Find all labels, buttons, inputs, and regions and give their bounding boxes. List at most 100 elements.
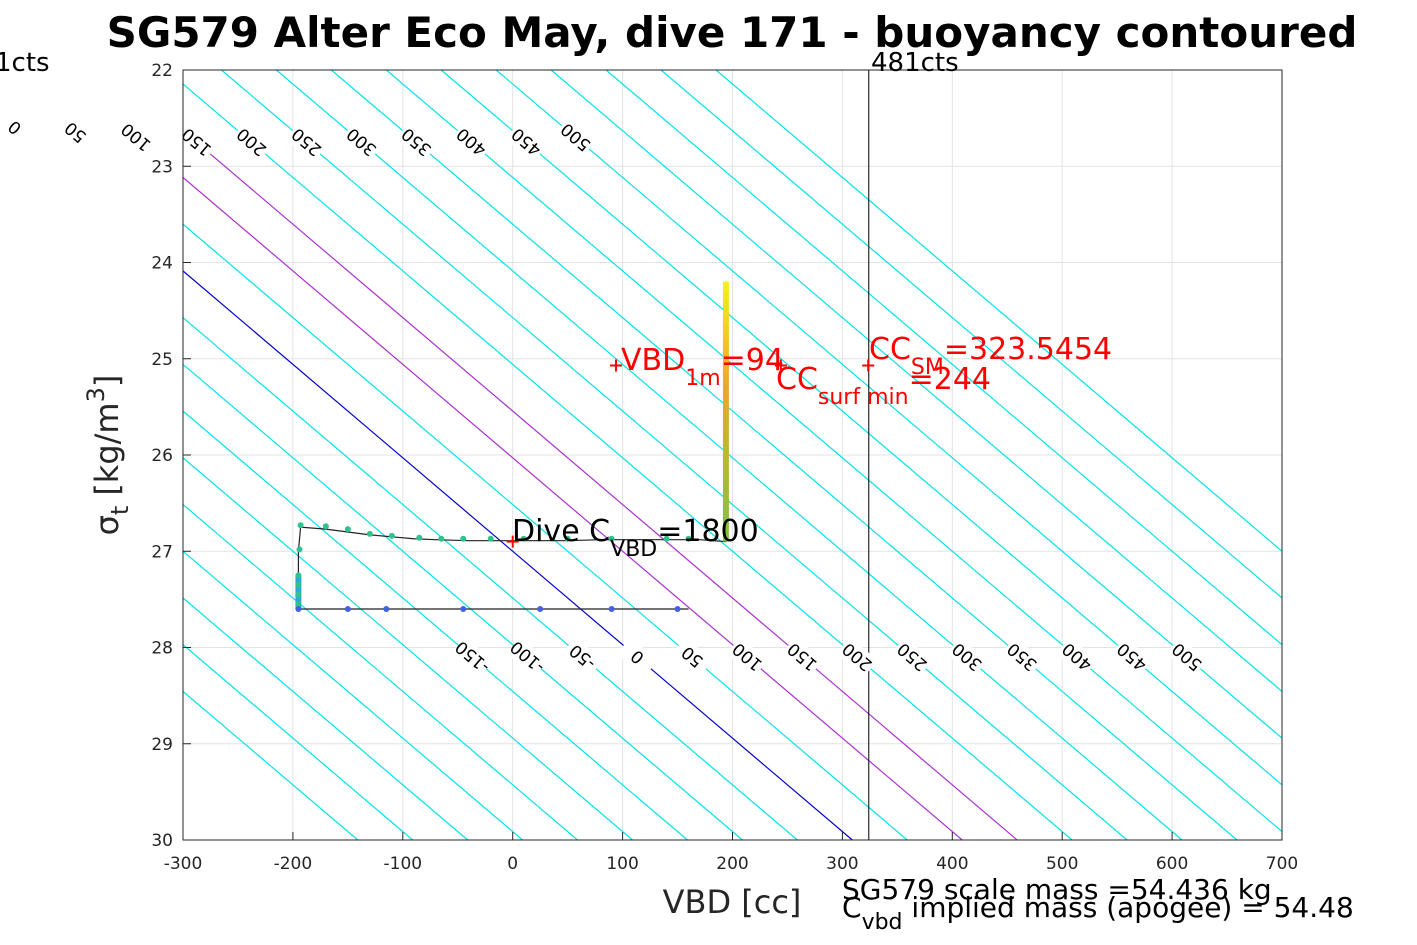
vbd1m-main: VBD bbox=[621, 343, 685, 378]
contour-label-bg bbox=[781, 637, 823, 678]
x-tick-label: -100 bbox=[384, 854, 423, 874]
bottom-point bbox=[344, 606, 351, 612]
vbd1m-sub: 1m bbox=[685, 366, 720, 391]
left-counts-label: 1cts bbox=[0, 48, 50, 78]
contour-label-bg bbox=[230, 122, 273, 163]
y-axis-label-units: [kg/m bbox=[88, 402, 126, 495]
implied-mass-sub: vbd bbox=[862, 910, 903, 935]
contour-label-bg bbox=[671, 637, 714, 678]
y-tick-label: 23 bbox=[151, 157, 173, 177]
descent-point bbox=[520, 535, 527, 542]
contour-line bbox=[183, 410, 688, 840]
plus-marker bbox=[862, 359, 875, 372]
x-axis-label: VBD [cc] bbox=[663, 883, 802, 921]
x-axis-ticks: -300 -200 -100 0 100 200 300 400 500 600 700 bbox=[164, 832, 1298, 874]
y-tick-label: 29 bbox=[151, 735, 173, 755]
contour-label-bg bbox=[561, 637, 604, 678]
descent-point bbox=[297, 522, 304, 529]
contour-label-bg bbox=[836, 637, 878, 678]
contour-label-bg bbox=[1110, 637, 1153, 678]
x-tick-label: -300 bbox=[164, 854, 203, 874]
contour-line bbox=[183, 503, 578, 840]
contour-line bbox=[221, 70, 1128, 840]
implied-mass-end: implied mass (apogee) = 54.48 bbox=[903, 891, 1354, 924]
x-tick-label: 200 bbox=[716, 854, 748, 874]
contour-line bbox=[440, 70, 1282, 786]
ccsurf-annotation: CCsurf min=244 bbox=[776, 362, 991, 410]
contour-label-bg bbox=[115, 117, 157, 158]
y-tick-label: 26 bbox=[151, 446, 173, 466]
contour-line bbox=[183, 597, 469, 840]
vline-label: 481cts bbox=[871, 48, 959, 78]
implied-mass-text: Cvbd implied mass (apogee) = 54.48 bbox=[842, 891, 1354, 935]
x-tick-label: 400 bbox=[936, 854, 968, 874]
plus-marker bbox=[506, 535, 519, 548]
y-tick-label: 27 bbox=[151, 542, 173, 562]
contour-line bbox=[550, 70, 1282, 693]
y-axis-label-sup: 3 bbox=[82, 387, 110, 402]
ccsm-end: =323.5454 bbox=[944, 332, 1112, 367]
contour-line bbox=[183, 270, 853, 840]
bottom-point bbox=[608, 606, 615, 612]
descent-point bbox=[295, 601, 302, 608]
y-tick-label: 24 bbox=[151, 254, 173, 274]
descent-point bbox=[295, 591, 302, 598]
contour-label-bg bbox=[726, 637, 768, 678]
contour-line bbox=[495, 70, 1282, 739]
contour-label-bg bbox=[175, 122, 218, 163]
contour-line bbox=[183, 316, 798, 840]
y-tick-label: 30 bbox=[151, 831, 173, 851]
y-axis-label-end: ] bbox=[88, 375, 126, 387]
contour-line bbox=[183, 223, 908, 840]
contour-line bbox=[183, 643, 414, 840]
vbd1m-annotation: VBD1m=94 bbox=[621, 343, 784, 391]
x-tick-label: 0 bbox=[507, 854, 518, 874]
bottom-point bbox=[295, 606, 302, 612]
implied-mass-main: C bbox=[842, 891, 862, 924]
contour-line bbox=[715, 70, 1282, 553]
vbd1m-end: =94 bbox=[721, 343, 784, 378]
contour-label-bg bbox=[285, 122, 328, 163]
x-tick-label: 600 bbox=[1156, 854, 1188, 874]
y-tick-label: 22 bbox=[151, 61, 173, 81]
y-axis-ticks: 22 23 24 25 26 27 28 29 30 bbox=[151, 61, 191, 851]
plus-marker bbox=[610, 359, 623, 372]
contour-label-bg bbox=[54, 112, 97, 153]
descent-point bbox=[685, 535, 692, 542]
descent-point bbox=[564, 535, 571, 542]
ccsm-annotation: CCSM=323.5454 bbox=[869, 332, 1112, 380]
contour-label-bg bbox=[1165, 637, 1208, 678]
contour-label-bg bbox=[1055, 637, 1098, 678]
y-axis-label: σt [kg/m3] bbox=[82, 375, 134, 536]
descent-point bbox=[460, 535, 467, 542]
ccsurf-sub: surf min bbox=[818, 385, 909, 410]
descent-point bbox=[344, 526, 351, 533]
descent-point bbox=[388, 532, 395, 539]
markers bbox=[506, 359, 875, 548]
contour-label: 100 bbox=[118, 118, 156, 154]
dive-cvbd-annotation: Dive CVBD=1800 bbox=[512, 514, 759, 562]
x-tick-label: 500 bbox=[1046, 854, 1078, 874]
descent-point bbox=[663, 535, 670, 542]
contour-label-bg bbox=[451, 637, 494, 678]
contour-line bbox=[183, 83, 1073, 840]
y-tick-label: 25 bbox=[151, 350, 173, 370]
y-axis-label-sub: t bbox=[106, 506, 134, 515]
contour-line bbox=[605, 70, 1282, 646]
dive-cvbd-sub: VBD bbox=[610, 537, 657, 562]
x-tick-label: -200 bbox=[274, 854, 313, 874]
x-tick-label: 300 bbox=[826, 854, 858, 874]
contour-line bbox=[183, 550, 523, 840]
ascent-bar bbox=[722, 281, 729, 542]
contour-line bbox=[183, 690, 359, 840]
descent-point bbox=[416, 534, 423, 541]
contour-line bbox=[385, 70, 1282, 833]
dive-cvbd-main: Dive C bbox=[512, 514, 610, 549]
chart-title: SG579 Alter Eco May, dive 171 - buoyancy… bbox=[107, 8, 1358, 57]
x-tick-label: 700 bbox=[1266, 854, 1298, 874]
y-axis-label-main: σ bbox=[88, 515, 126, 535]
contour-label-bg bbox=[554, 117, 597, 158]
y-tick-label: 28 bbox=[151, 639, 173, 659]
contour-label-bg bbox=[450, 122, 493, 163]
